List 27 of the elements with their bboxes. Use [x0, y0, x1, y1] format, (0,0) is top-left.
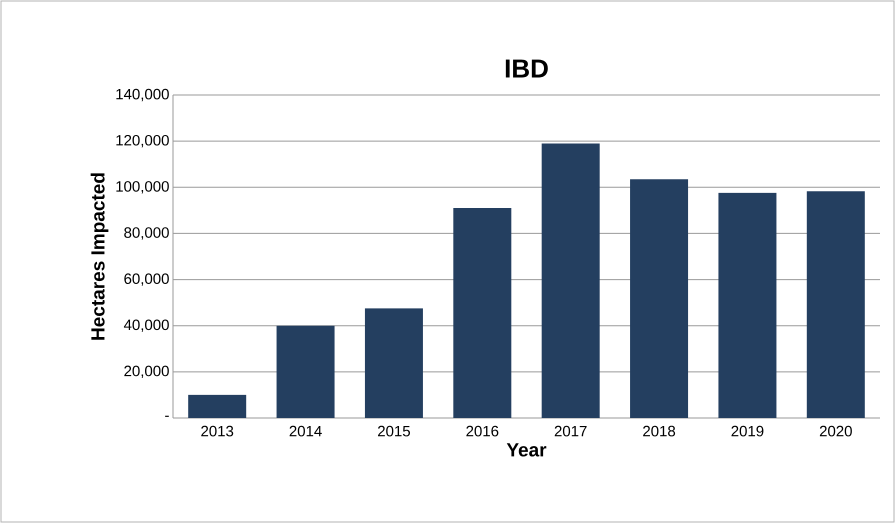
x-tick-label: 2019 [732, 426, 764, 436]
y-tick-label: 40,000 [124, 320, 169, 332]
bar [188, 394, 246, 418]
y-tick-label: - [165, 416, 169, 417]
bar [718, 192, 776, 418]
y-tick-label: 100,000 [116, 181, 169, 194]
y-tick-label: 60,000 [124, 273, 169, 286]
x-tick-label: 2016 [466, 426, 498, 436]
x-tick-label: 2014 [290, 426, 322, 436]
x-tick-label: 2018 [643, 426, 676, 436]
x-axis-title: Year [506, 443, 546, 457]
y-tick-label: 80,000 [124, 227, 169, 240]
y-axis-title: Hectares Impacted [90, 173, 108, 340]
bar [276, 326, 335, 418]
chart-title: IBD [506, 60, 548, 78]
x-tick-label: 2015 [378, 426, 410, 436]
bar [453, 208, 512, 418]
x-tick-label: 2017 [554, 426, 587, 436]
bar [806, 191, 865, 418]
x-tick-label: 2020 [820, 426, 852, 436]
y-tick-label: 120,000 [116, 134, 169, 148]
x-tick-label: 2013 [201, 426, 234, 436]
bar [542, 143, 600, 418]
y-tick-label: 140,000 [116, 88, 169, 102]
bar [364, 308, 423, 418]
bar [630, 179, 688, 418]
y-tick-label: 20,000 [124, 366, 169, 378]
